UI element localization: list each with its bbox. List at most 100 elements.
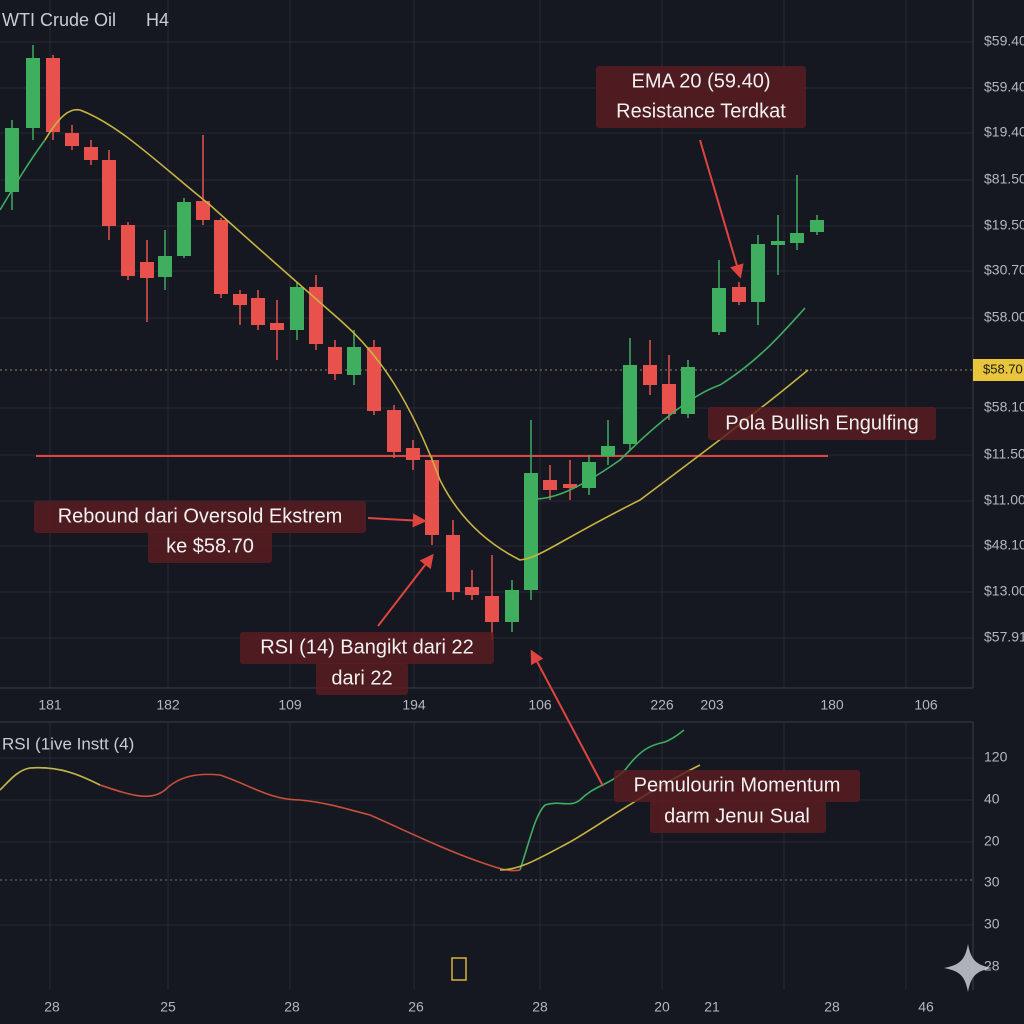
annotation-box — [34, 501, 366, 533]
rsi-time-label: 28 — [824, 999, 840, 1015]
time-label: 203 — [700, 697, 724, 713]
time-label: 106 — [528, 697, 552, 713]
candle-body — [623, 365, 637, 444]
annotation-text: Pemulourin Momentum — [634, 774, 841, 796]
price-label: $81.50 — [984, 171, 1024, 187]
sparkle-icon[interactable] — [944, 944, 992, 992]
price-label: $58.00 — [984, 309, 1024, 325]
rsi-axis-label: 120 — [984, 749, 1008, 765]
candle-body — [270, 323, 284, 330]
candle-body — [46, 58, 60, 132]
candle-body — [810, 220, 824, 232]
time-label: 180 — [820, 697, 844, 713]
rsi-axis-label: 30 — [984, 874, 1000, 890]
rsi-time-label: 46 — [918, 999, 934, 1015]
rsi-time-label: 21 — [704, 999, 720, 1015]
time-label: 181 — [38, 697, 62, 713]
rsi-time-axis: 28 25 28 26 28 20 21 28 46 — [44, 999, 934, 1015]
candle-body — [712, 288, 726, 332]
time-label: 226 — [650, 697, 674, 713]
annotation-text: Resistance Terdkat — [616, 100, 786, 122]
annotation-text: RSI (14) Bangikt dari 22 — [260, 636, 473, 658]
annotation-box — [240, 632, 494, 664]
annotation-arrow — [367, 513, 427, 528]
rsi-axis-label: 30 — [984, 916, 1000, 932]
candle-body — [121, 225, 135, 276]
candle-body — [446, 535, 460, 592]
ema-line — [0, 139, 46, 211]
candle-body — [387, 410, 401, 452]
candle-body — [214, 220, 228, 294]
candle-body — [102, 160, 116, 226]
candle-body — [582, 462, 596, 488]
price-label: $11.50 — [984, 446, 1024, 462]
candle-body — [771, 241, 785, 245]
annotation-text: ke $58.70 — [166, 535, 254, 557]
candle-body — [347, 347, 361, 375]
rsi-label: RSI (1ive Instt (4) — [2, 734, 134, 753]
candle-body — [196, 201, 210, 220]
rsi-time-label: 25 — [160, 999, 176, 1015]
candle-body — [662, 384, 676, 414]
candle-body — [5, 128, 19, 192]
ema-line — [524, 307, 806, 500]
price-label: $30.70 — [984, 262, 1024, 278]
price-label: $59.40 — [984, 79, 1024, 95]
rsi-axis-label: 20 — [984, 833, 1000, 849]
candle-body — [251, 298, 265, 325]
time-axis: 181 182 109 194 106 226 203 180 106 — [38, 697, 938, 713]
symbol-title: WTI Crude Oil — [2, 10, 116, 30]
time-label: 106 — [914, 697, 938, 713]
annotation-arrow — [377, 553, 434, 627]
ema-line — [44, 108, 809, 561]
candle-body — [732, 287, 746, 302]
annotation-arrow — [699, 139, 744, 279]
price-label: $58.10 — [984, 399, 1024, 415]
annotation-text: Rebound dari Oversold Ekstrem — [58, 505, 343, 527]
price-axis: $59.40 $59.40 $19.40 $81.50 $19.50 $30.70 $58.… — [984, 33, 1024, 645]
price-label: $57.91 — [984, 629, 1024, 645]
candles — [5, 45, 824, 640]
candle-body — [790, 233, 804, 243]
candle-body — [751, 244, 765, 302]
price-label: $11.00 — [984, 492, 1024, 508]
current-price-tag — [973, 359, 1024, 381]
price-label: $59.40 — [984, 33, 1024, 49]
rsi-time-label: 28 — [532, 999, 548, 1015]
candle-body — [643, 365, 657, 385]
time-label: 109 — [278, 697, 302, 713]
annotation-text: EMA 20 (59.40) — [632, 70, 771, 92]
icon[interactable] — [451, 957, 467, 981]
candle-body — [328, 347, 342, 374]
candle-body — [140, 262, 154, 278]
candle-body — [177, 202, 191, 256]
candle-body — [84, 147, 98, 160]
rsi-axis-label: 28 — [984, 958, 1000, 974]
candle-body — [367, 347, 381, 411]
annotation-arrow — [530, 649, 604, 787]
candle-body — [26, 58, 40, 128]
rsi-time-label: 26 — [408, 999, 424, 1015]
candle-body — [425, 460, 439, 535]
candle-body — [601, 446, 615, 456]
candle-body — [681, 367, 695, 414]
rsi-time-label: 28 — [44, 999, 60, 1015]
candle-body — [485, 596, 499, 622]
candle-body — [406, 448, 420, 460]
candle-body — [505, 590, 519, 622]
rsi-line — [0, 766, 101, 791]
annotation-box — [614, 770, 860, 802]
rsi-time-label: 20 — [654, 999, 670, 1015]
rsi-axis-label: 40 — [984, 791, 1000, 807]
annotation-box — [316, 663, 408, 695]
candle-body — [65, 133, 79, 146]
time-label: 194 — [402, 697, 426, 713]
candle-body — [563, 484, 577, 488]
candle-body — [524, 473, 538, 590]
annotation-text: darm Jenuı Sual — [664, 805, 810, 827]
timeframe: H4 — [146, 10, 169, 30]
annotation-box — [596, 66, 806, 128]
price-label: $19.40 — [984, 124, 1024, 140]
annotation-text: dari 22 — [331, 667, 392, 689]
